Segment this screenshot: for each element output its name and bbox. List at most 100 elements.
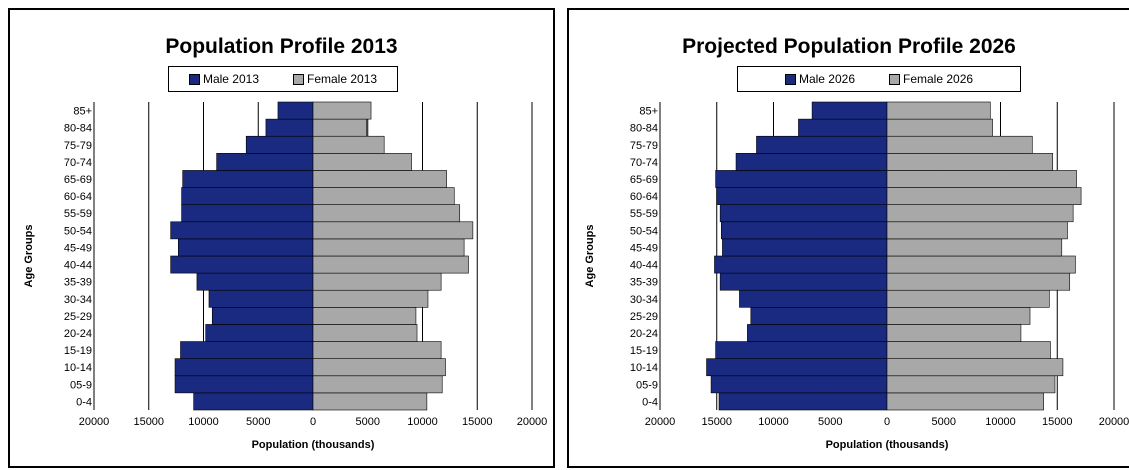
chart-panel-2026: Projected Population Profile 2026 Male 2… bbox=[567, 8, 1129, 468]
bar-female bbox=[312, 272, 442, 291]
bar-female bbox=[886, 255, 1076, 274]
chart-title: Projected Population Profile 2026 bbox=[682, 35, 1016, 58]
bar-female bbox=[886, 170, 1077, 188]
bar-female bbox=[312, 118, 367, 137]
age-group-label: 55-59 bbox=[630, 208, 658, 220]
bar-male bbox=[798, 118, 888, 137]
x-tick-label: 5000 bbox=[932, 416, 956, 428]
pyramid-chart-2013: 0-4 05-9 10-14 15-19 20-24 25-29 30-34 35-39 40-… bbox=[23, 101, 547, 451]
legend-label-male: Male 2013 bbox=[202, 72, 259, 86]
bar-male bbox=[747, 324, 888, 342]
bar-female bbox=[886, 307, 1031, 325]
bar-male bbox=[714, 255, 888, 274]
bar-male bbox=[208, 289, 314, 308]
bar-female bbox=[886, 341, 1051, 359]
bar-male bbox=[722, 238, 888, 257]
bar-female bbox=[312, 324, 418, 342]
age-group-label: 45-49 bbox=[64, 242, 92, 254]
age-group-label: 20-24 bbox=[630, 328, 658, 340]
age-group-label: 0-4 bbox=[642, 396, 658, 408]
age-group-label: 30-34 bbox=[64, 294, 92, 306]
age-group-label: 65-69 bbox=[630, 174, 658, 186]
bar-female bbox=[312, 170, 447, 188]
legend-item-female: Female 2026 bbox=[889, 72, 973, 86]
bar-male bbox=[174, 375, 314, 394]
bar-female bbox=[886, 392, 1044, 411]
legend-swatch-female bbox=[293, 73, 304, 85]
bar-male bbox=[715, 341, 888, 359]
legend-swatch-male bbox=[784, 73, 796, 85]
y-axis-label: Age Groups bbox=[584, 225, 596, 288]
bar-female bbox=[312, 135, 385, 154]
bar-male bbox=[735, 153, 888, 171]
legend-swatch-male bbox=[188, 73, 200, 85]
age-group-label: 05-9 bbox=[636, 379, 658, 391]
bar-male bbox=[196, 272, 314, 291]
x-tick-label: 20000 bbox=[79, 416, 110, 428]
age-group-label: 25-29 bbox=[64, 311, 92, 323]
bar-female bbox=[312, 289, 429, 308]
bar-male bbox=[750, 307, 888, 325]
age-group-label: 50-54 bbox=[630, 225, 658, 237]
bar-female bbox=[886, 358, 1064, 377]
age-group-label: 60-64 bbox=[64, 191, 92, 203]
bar-female bbox=[886, 272, 1071, 291]
age-group-label: 10-14 bbox=[630, 362, 658, 374]
bar-female bbox=[312, 187, 455, 205]
age-group-label: 80-84 bbox=[64, 123, 92, 135]
bar-male bbox=[716, 187, 888, 205]
x-tick-label: 20000 bbox=[645, 416, 676, 428]
x-tick-label: 15000 bbox=[462, 416, 493, 428]
x-tick-label: 0 bbox=[884, 416, 890, 428]
bar-male bbox=[182, 170, 314, 188]
bar-female bbox=[312, 153, 412, 171]
bar-male bbox=[710, 375, 888, 394]
age-group-label: 85+ bbox=[73, 106, 92, 118]
bar-female bbox=[886, 101, 991, 120]
chart-legend: Male 2013 Female 2013 bbox=[168, 66, 398, 92]
x-tick-label: 5000 bbox=[356, 416, 380, 428]
x-tick-label: 10000 bbox=[758, 416, 789, 428]
bar-female bbox=[886, 238, 1063, 257]
bar-male bbox=[193, 392, 314, 411]
bar-male bbox=[205, 324, 314, 342]
age-group-label: 40-44 bbox=[64, 260, 92, 272]
pyramid-chart-2026: 0-4 05-9 10-14 15-19 20-24 25-29 30-34 35-39 40-… bbox=[584, 101, 1129, 451]
bar-female bbox=[886, 375, 1056, 394]
age-group-label: 55-59 bbox=[64, 208, 92, 220]
chart-legend: Male 2026 Female 2026 bbox=[737, 66, 1021, 92]
bar-female bbox=[312, 392, 428, 411]
bar-male bbox=[174, 358, 314, 377]
x-tick-label: 10000 bbox=[407, 416, 438, 428]
age-group-label: 35-39 bbox=[630, 277, 658, 289]
bar-male bbox=[181, 187, 314, 205]
age-group-label: 0-4 bbox=[76, 396, 92, 408]
bar-male bbox=[181, 204, 314, 223]
x-tick-label: 15000 bbox=[133, 416, 164, 428]
bar-male bbox=[277, 101, 314, 120]
x-tick-label: 0 bbox=[310, 416, 316, 428]
bar-male bbox=[811, 101, 888, 120]
legend-swatch-female bbox=[889, 73, 900, 85]
bar-female bbox=[312, 307, 417, 325]
chart-panel-2013: Population Profile 2013 Male 2013 Female… bbox=[8, 8, 555, 468]
x-tick-label: 10000 bbox=[985, 416, 1016, 428]
bar-female bbox=[886, 187, 1082, 205]
bar-male bbox=[265, 118, 314, 137]
bar-female bbox=[886, 221, 1068, 240]
age-group-label: 65-69 bbox=[64, 174, 92, 186]
legend-label-female: Female 2013 bbox=[307, 72, 378, 86]
age-group-label: 35-39 bbox=[64, 277, 92, 289]
bar-male bbox=[756, 135, 888, 154]
bar-male bbox=[211, 307, 314, 325]
age-group-label: 15-19 bbox=[64, 345, 92, 357]
bar-female bbox=[886, 135, 1033, 154]
bar-female bbox=[886, 204, 1074, 223]
age-group-label: 10-14 bbox=[64, 362, 92, 374]
bar-female bbox=[312, 204, 461, 223]
legend-item-male: Male 2026 bbox=[784, 72, 855, 86]
bar-female bbox=[886, 153, 1054, 171]
age-group-label: 60-64 bbox=[630, 191, 658, 203]
x-tick-label: 5000 bbox=[818, 416, 842, 428]
legend-item-female: Female 2013 bbox=[293, 72, 377, 86]
